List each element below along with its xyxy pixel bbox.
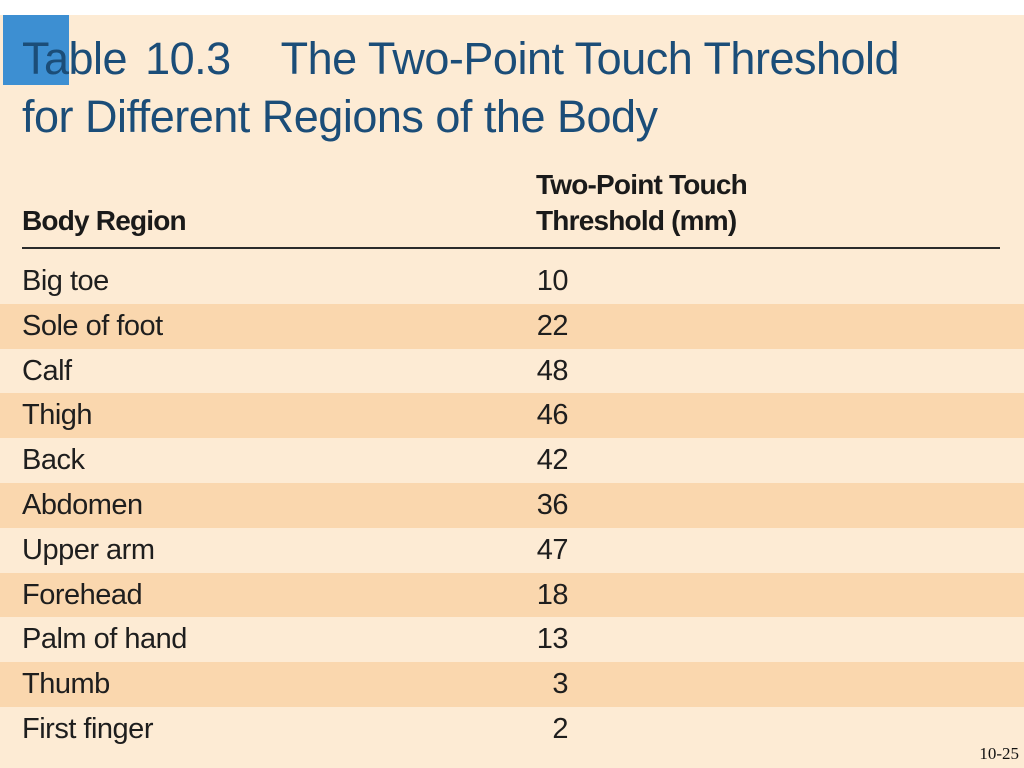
- table-background-panel: [0, 15, 1024, 768]
- body-region-cell: Abdomen: [22, 488, 143, 521]
- table-row: Palm of hand 13: [0, 617, 1024, 662]
- table-row: Upper arm 47: [0, 528, 1024, 573]
- table-row: Abdomen 36: [0, 482, 1024, 528]
- table-title-line-1: Table 10.3 The Two-Point Touch Threshold: [22, 30, 1012, 88]
- table-row: Sole of foot 22: [0, 303, 1024, 349]
- threshold-value-cell: 18: [536, 578, 569, 611]
- table-number: 10.3: [145, 33, 231, 84]
- threshold-value-cell: 10: [536, 265, 569, 297]
- threshold-value-cell: 46: [536, 399, 569, 432]
- threshold-value-cell: 3: [552, 668, 568, 701]
- body-region-cell: Big toe: [22, 265, 109, 297]
- body-region-cell: Back: [22, 444, 85, 477]
- body-region-cell: First finger: [22, 712, 153, 745]
- column-header-threshold: Two-Point Touch Threshold (mm): [536, 167, 748, 239]
- body-region-cell: Upper arm: [22, 533, 155, 566]
- threshold-value-cell: 48: [536, 354, 569, 387]
- table-row: Back 42: [0, 438, 1024, 483]
- column-header-threshold-line-1: Two-Point Touch: [536, 169, 748, 200]
- threshold-value-cell: 22: [536, 309, 569, 342]
- body-region-cell: Thumb: [22, 668, 110, 701]
- table-body: Big toe 10 Sole of foot 22 Calf 48 Thigh 46 Back…: [0, 259, 1024, 752]
- threshold-value-cell: 13: [536, 623, 569, 656]
- table-title-main: The Two-Point Touch Threshold: [280, 33, 900, 84]
- table-title-line-2: for Different Regions of the Body: [22, 91, 658, 142]
- body-region-cell: Sole of foot: [22, 309, 163, 342]
- body-region-cell: Thigh: [22, 399, 93, 432]
- table-row: Big toe 10: [0, 259, 1024, 304]
- title-accent-block: [3, 15, 69, 85]
- table-row: First finger 2: [0, 707, 1024, 752]
- threshold-value-cell: 2: [552, 712, 568, 745]
- body-region-cell: Palm of hand: [22, 623, 187, 656]
- column-header-body-region: Body Region: [22, 205, 187, 236]
- table-row: Thumb 3: [0, 662, 1024, 707]
- table-title-prefix: Table: [22, 33, 128, 84]
- header-divider: [22, 247, 1000, 249]
- column-header-threshold-line-2: Threshold (mm): [536, 205, 737, 236]
- threshold-value-cell: 42: [536, 444, 569, 477]
- threshold-value-cell: 47: [536, 533, 569, 566]
- body-region-cell: Forehead: [22, 578, 143, 611]
- page-number: 10-25: [979, 744, 1019, 763]
- table-title: Table 10.3 The Two-Point Touch Threshold f…: [22, 30, 1012, 146]
- threshold-value-cell: 36: [536, 488, 569, 521]
- table-row: Calf 48: [0, 349, 1024, 394]
- table-row: Thigh 46: [0, 393, 1024, 439]
- body-region-cell: Calf: [22, 354, 72, 387]
- table-row: Forehead 18: [0, 572, 1024, 618]
